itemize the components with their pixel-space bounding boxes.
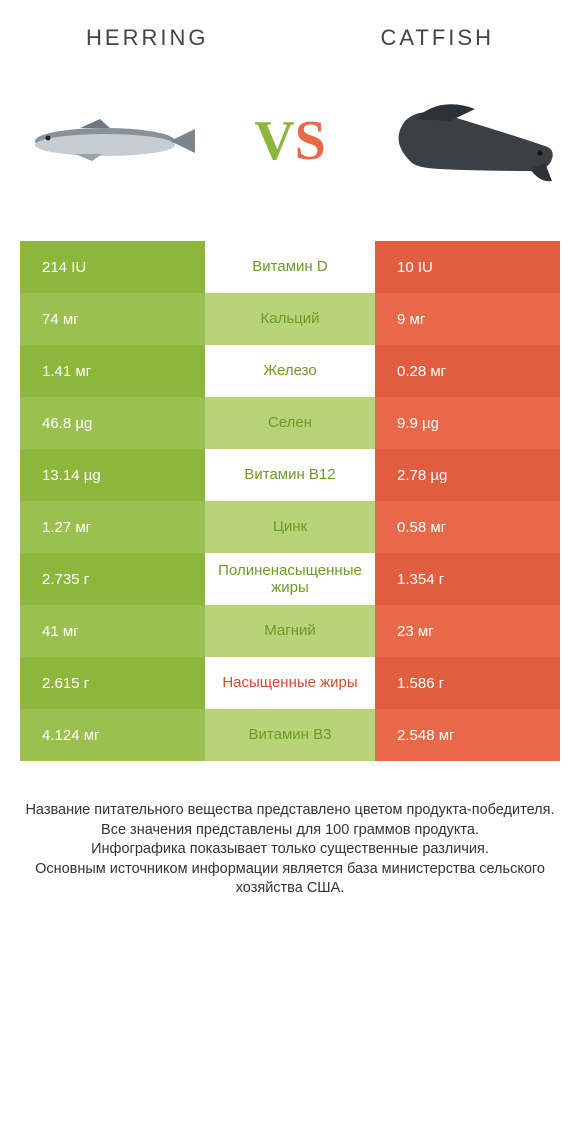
herring-image bbox=[20, 91, 200, 191]
footer-note: Название питательного вещества представл… bbox=[0, 761, 580, 919]
right-value: 9.9 µg bbox=[375, 397, 560, 449]
footer-line: Название питательного вещества представл… bbox=[20, 801, 560, 821]
header: Herring Catfish bbox=[0, 0, 580, 61]
vs-s: S bbox=[295, 110, 326, 172]
table-row: 74 мгКальций9 мг bbox=[20, 293, 560, 345]
left-value: 4.124 мг bbox=[20, 709, 205, 761]
nutrient-label: Витамин B12 bbox=[205, 449, 375, 501]
nutrient-label: Цинк bbox=[205, 501, 375, 553]
table-row: 13.14 µgВитамин B122.78 µg bbox=[20, 449, 560, 501]
left-value: 46.8 µg bbox=[20, 397, 205, 449]
left-value: 1.41 мг bbox=[20, 345, 205, 397]
right-value: 0.58 мг bbox=[375, 501, 560, 553]
right-value: 1.586 г bbox=[375, 657, 560, 709]
footer-line: Инфографика показывает только существенн… bbox=[20, 840, 560, 860]
catfish-image bbox=[380, 91, 560, 191]
left-value: 2.735 г bbox=[20, 553, 205, 605]
left-value: 13.14 µg bbox=[20, 449, 205, 501]
table-row: 2.735 гПолиненасыщенные жиры1.354 г bbox=[20, 553, 560, 605]
table-row: 1.41 мгЖелезо0.28 мг bbox=[20, 345, 560, 397]
right-value: 10 IU bbox=[375, 241, 560, 293]
left-value: 74 мг bbox=[20, 293, 205, 345]
footer-line: Все значения представлены для 100 граммо… bbox=[20, 821, 560, 841]
right-value: 23 мг bbox=[375, 605, 560, 657]
left-value: 41 мг bbox=[20, 605, 205, 657]
images-row: VS bbox=[0, 61, 580, 241]
right-value: 1.354 г bbox=[375, 553, 560, 605]
left-value: 214 IU bbox=[20, 241, 205, 293]
right-value: 0.28 мг bbox=[375, 345, 560, 397]
table-row: 214 IUВитамин D10 IU bbox=[20, 241, 560, 293]
right-value: 9 мг bbox=[375, 293, 560, 345]
table-row: 46.8 µgСелен9.9 µg bbox=[20, 397, 560, 449]
table-row: 41 мгМагний23 мг bbox=[20, 605, 560, 657]
left-title: Herring bbox=[86, 25, 208, 51]
right-title: Catfish bbox=[381, 25, 494, 51]
left-value: 1.27 мг bbox=[20, 501, 205, 553]
nutrient-label: Витамин B3 bbox=[205, 709, 375, 761]
table-row: 1.27 мгЦинк0.58 мг bbox=[20, 501, 560, 553]
nutrient-label: Насыщенные жиры bbox=[205, 657, 375, 709]
right-value: 2.548 мг bbox=[375, 709, 560, 761]
right-value: 2.78 µg bbox=[375, 449, 560, 501]
vs-v: V bbox=[254, 110, 294, 172]
vs-label: VS bbox=[254, 109, 326, 173]
nutrient-label: Магний bbox=[205, 605, 375, 657]
table-row: 4.124 мгВитамин B32.548 мг bbox=[20, 709, 560, 761]
nutrient-label: Полиненасыщенные жиры bbox=[205, 553, 375, 605]
nutrient-label: Кальций bbox=[205, 293, 375, 345]
comparison-table: 214 IUВитамин D10 IU74 мгКальций9 мг1.41… bbox=[0, 241, 580, 761]
nutrient-label: Железо bbox=[205, 345, 375, 397]
table-row: 2.615 гНасыщенные жиры1.586 г bbox=[20, 657, 560, 709]
left-value: 2.615 г bbox=[20, 657, 205, 709]
nutrient-label: Селен bbox=[205, 397, 375, 449]
nutrient-label: Витамин D bbox=[205, 241, 375, 293]
footer-line: Основным источником информации является … bbox=[20, 860, 560, 899]
